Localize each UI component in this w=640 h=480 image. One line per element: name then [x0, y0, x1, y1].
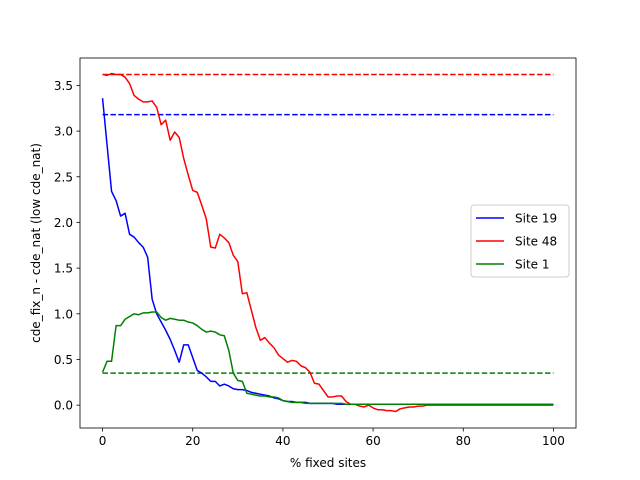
legend-box	[470, 204, 570, 278]
x-tick-label: 40	[275, 434, 290, 448]
y-tick-label: 0.5	[54, 353, 73, 367]
y-tick-label: 1.0	[54, 307, 73, 321]
x-tick-label: 80	[456, 434, 471, 448]
legend-label-site-1: Site 1	[515, 258, 550, 272]
x-tick-label: 20	[185, 434, 200, 448]
y-tick-label: 2.5	[54, 170, 73, 184]
legend: Site 19 Site 48 Site 1	[470, 204, 570, 278]
x-tick-label: 100	[542, 434, 565, 448]
baseline-lines	[102, 73, 554, 374]
site-1-line	[101, 311, 554, 405]
y-tick-label: 0.0	[54, 399, 73, 413]
x-axis-label: % fixed sites	[290, 456, 366, 470]
x-tick-label: 60	[365, 434, 380, 448]
site-48-line	[102, 72, 554, 413]
y-tick-label: 3.0	[54, 125, 73, 139]
legend-label-site-48: Site 48	[515, 235, 557, 249]
series-lines	[101, 72, 554, 413]
x-axis: 0 20 40 60 80 100	[99, 428, 565, 448]
y-tick-label: 3.5	[54, 79, 73, 93]
x-tick-label: 0	[99, 434, 107, 448]
y-axis: 0.0 0.5 1.0 1.5 2.0 2.5 3.0 3.5	[54, 79, 80, 413]
y-tick-label: 2.0	[54, 216, 73, 230]
y-axis-label: cde_fix_n - cde_nat (low cde_nat)	[29, 143, 43, 343]
y-tick-label: 1.5	[54, 262, 73, 276]
legend-label-site-19: Site 19	[515, 212, 557, 226]
plot-border	[79, 57, 577, 429]
